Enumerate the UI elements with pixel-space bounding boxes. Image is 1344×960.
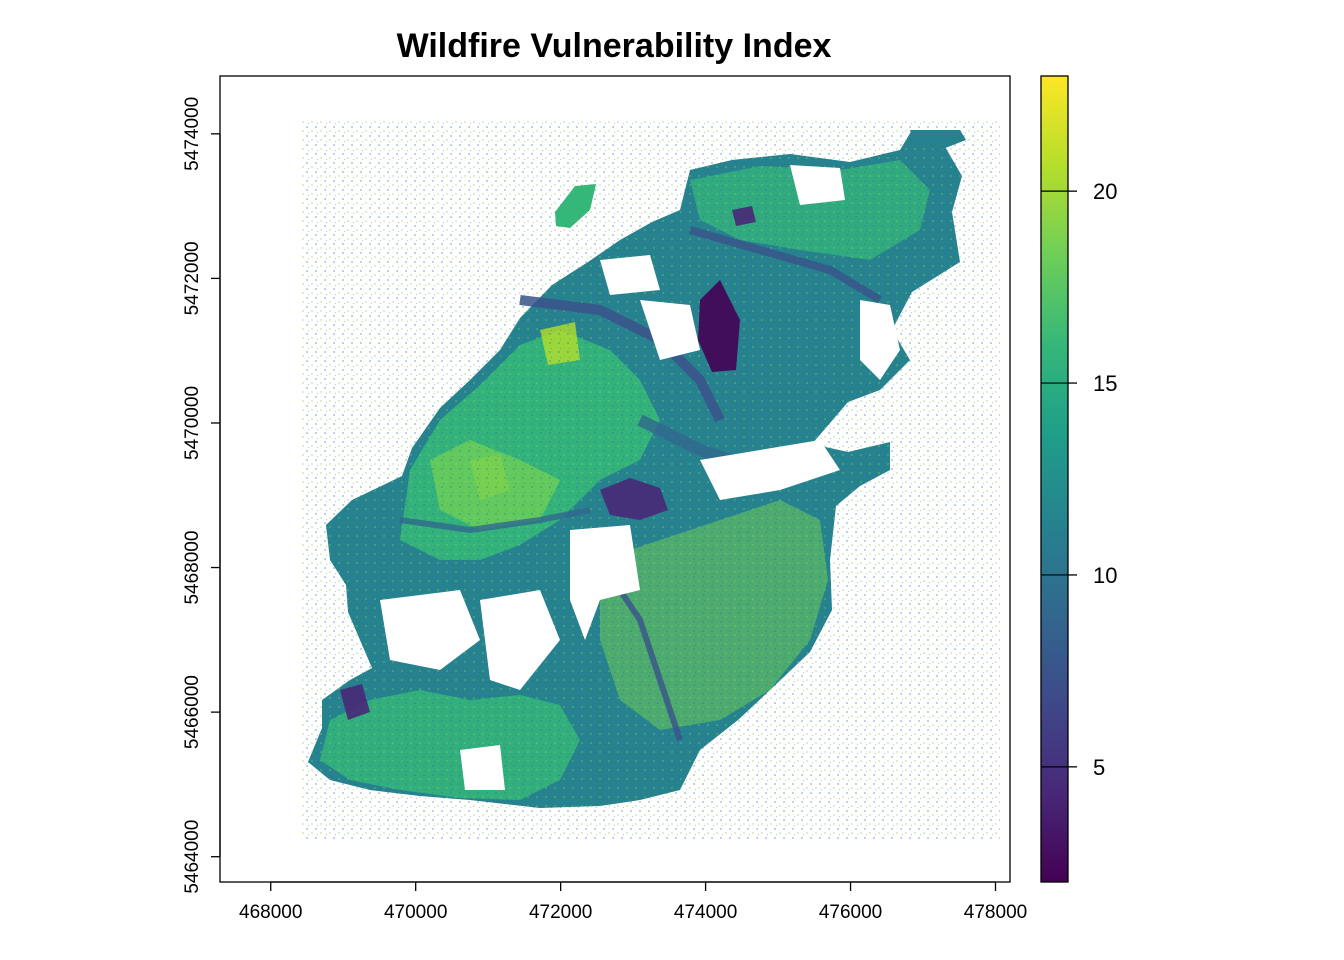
legend-tick-label: 15 [1093,371,1117,396]
gap-6 [860,300,900,380]
y-tick-label: 5468000 [182,531,203,605]
gap-2 [570,525,640,640]
color-legend: 5 10 15 20 [1040,75,1117,883]
x-tick-label: 476000 [819,902,882,923]
raster-texture [300,120,1000,840]
gap-3 [380,590,480,670]
x-tick-label: 474000 [674,902,737,923]
deep-zone-1 [698,280,740,372]
gap-1 [790,165,845,205]
x-axis: 468000 470000 472000 474000 476000 478000 [239,881,1027,923]
x-tick-label: 470000 [384,902,447,923]
gap-9 [600,255,660,295]
low-band-4 [399,507,591,534]
x-tick-label: 478000 [964,902,1027,923]
map-title: Wildfire Vulnerability Index [397,27,832,65]
y-tick-label: 5472000 [182,241,203,315]
gap-7 [640,300,700,360]
legend-colorbar [1040,75,1069,883]
islet-fringe [910,130,966,150]
gap-8 [460,745,505,790]
y-tick-label: 5474000 [182,97,203,171]
deep-zone-3 [340,684,370,720]
gap-5 [700,440,840,500]
islet [555,184,596,228]
deep-zone-4 [732,206,756,226]
legend-tick-label: 10 [1093,563,1117,588]
y-tick-label: 5466000 [182,675,203,749]
legend-tick-label: 5 [1093,755,1105,780]
x-tick-label: 468000 [239,902,302,923]
raster-layer [300,120,1000,840]
y-tick-label: 5470000 [182,386,203,460]
legend-tick-label: 20 [1093,179,1117,204]
low-band-2 [688,226,883,304]
y-axis: 5464000 5466000 5468000 5470000 5472000 54740… [182,97,221,894]
y-tick-label: 5464000 [182,820,203,894]
x-tick-label: 472000 [529,902,592,923]
deep-zone-2 [600,478,668,520]
gap-4 [480,590,560,690]
